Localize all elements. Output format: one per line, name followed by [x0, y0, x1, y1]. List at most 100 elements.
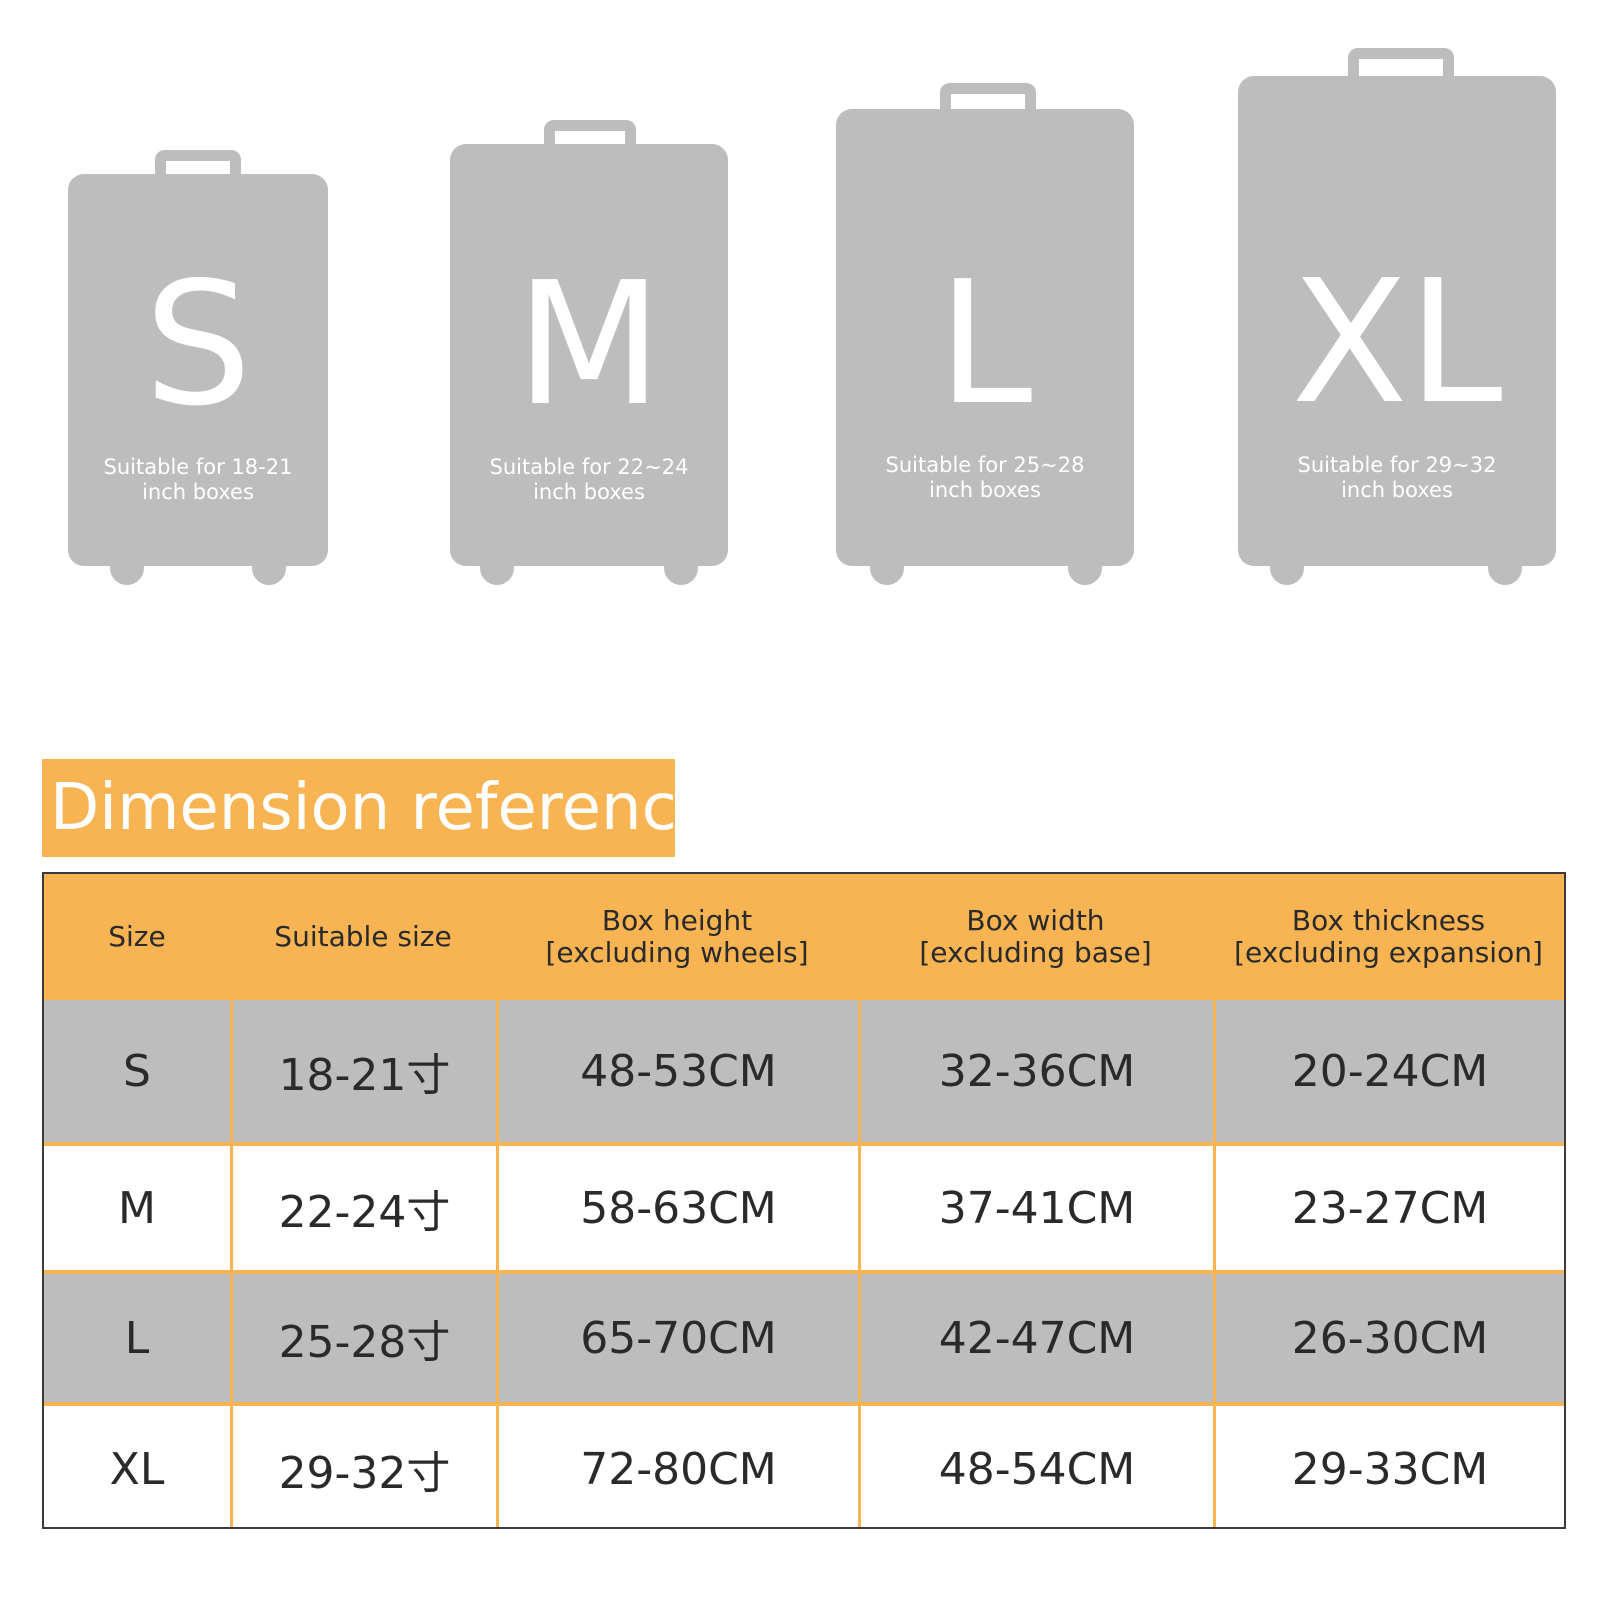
cell-box-height-text: 65-70CM [580, 1312, 777, 1364]
suitcase-wheel-left [110, 563, 144, 585]
suitcase-caption: Suitable for 18-21 inch boxes [68, 455, 328, 505]
cell-box-height: 48-53CM [496, 1000, 858, 1142]
header-label: Box height [excluding wheels] [545, 905, 808, 969]
suitcase-size-letter: M [515, 246, 663, 444]
suitcase-wheel-left [480, 563, 514, 585]
suitcase-caption-line2: inch boxes [929, 478, 1041, 502]
suitcase-wheel-left [1270, 563, 1304, 585]
suitcase-xl: XL Suitable for 29~32 inch boxes [1238, 48, 1556, 585]
suitcase-size-letter: L [937, 245, 1033, 443]
suitcase-body [68, 174, 328, 566]
cell-box-thickness: 29-33CM [1213, 1406, 1564, 1527]
table-row: M 22-24寸 58-63CM 37-41CM 23-27CM [44, 1142, 1564, 1270]
header-label-line2: [excluding expansion] [1234, 936, 1543, 969]
cell-suitable-size: 18-21寸 [230, 1000, 496, 1142]
cell-size-text: S [123, 1045, 151, 1097]
dimension-table: Size Suitable size Box height [excluding… [42, 872, 1566, 1529]
cell-box-height: 65-70CM [496, 1274, 858, 1402]
suitcase-caption-line1: Suitable for 18-21 [103, 455, 293, 479]
suitcase-wheel-right [664, 563, 698, 585]
cell-suitable-size: 25-28寸 [230, 1274, 496, 1402]
suitcase-size-letter: XL [1291, 244, 1503, 442]
header-cell-size: Size [44, 874, 230, 1000]
cell-box-thickness-text: 29-33CM [1291, 1443, 1489, 1495]
suitcase-caption-line1: Suitable for 29~32 [1297, 453, 1497, 477]
cell-size: M [44, 1146, 230, 1270]
cell-box-width-text: 48-54CM [938, 1443, 1136, 1495]
cell-box-thickness-text: 23-27CM [1291, 1182, 1489, 1234]
cell-box-thickness: 20-24CM [1213, 1000, 1564, 1142]
suitcase-caption-line2: inch boxes [142, 480, 254, 504]
suitcase-wheel-right [252, 563, 286, 585]
cell-suitable-size: 29-32寸 [230, 1406, 496, 1527]
cell-box-height-text: 72-80CM [580, 1443, 777, 1495]
header-cell-suitable-size: Suitable size [230, 874, 496, 1000]
header-cell-box-thickness: Box thickness [excluding expansion] [1213, 874, 1564, 1000]
table-row: L 25-28寸 65-70CM 42-47CM 26-30CM [44, 1270, 1564, 1402]
suitcase-wheel-right [1068, 563, 1102, 585]
suitcase-handle [544, 120, 636, 150]
header-label-line1: Suitable size [274, 920, 452, 953]
cell-suitable-size-text: 22-24寸 [278, 1187, 451, 1238]
table-row: S 18-21寸 48-53CM 32-36CM 20-24CM [44, 996, 1564, 1142]
cell-size: XL [44, 1406, 230, 1527]
header-label-line1: Size [108, 920, 166, 953]
header-cell-box-width: Box width [excluding base] [858, 874, 1213, 1000]
suitcase-size-letter: S [144, 246, 252, 444]
suitcase-handle [1348, 48, 1454, 82]
cell-box-height-text: 58-63CM [580, 1182, 777, 1234]
cell-box-thickness-text: 20-24CM [1291, 1045, 1489, 1097]
cell-box-width: 37-41CM [858, 1146, 1213, 1270]
cell-suitable-size-text: 25-28寸 [278, 1317, 451, 1368]
suitcase-l: L Suitable for 25~28 inch boxes [836, 83, 1134, 585]
header-label: Box width [excluding base] [919, 905, 1151, 969]
header-label: Suitable size [274, 921, 451, 953]
cell-suitable-size-text: 29-32寸 [278, 1448, 451, 1499]
cell-box-height: 72-80CM [496, 1406, 858, 1527]
suitcase-handle [155, 150, 241, 178]
table-row: XL 29-32寸 72-80CM 48-54CM 29-33CM [44, 1402, 1564, 1527]
suitcase-body [836, 109, 1134, 566]
suitcase-wheel-right [1488, 563, 1522, 585]
cell-box-thickness-text: 26-30CM [1291, 1312, 1489, 1364]
header-cell-box-height: Box height [excluding wheels] [496, 874, 858, 1000]
dimension-reference-title: Dimension reference [42, 759, 716, 857]
suitcase-s: S Suitable for 18-21 inch boxes [68, 150, 328, 585]
header-label: Box thickness [excluding expansion] [1234, 905, 1543, 969]
table-header-row: Size Suitable size Box height [excluding… [44, 874, 1564, 1000]
header-label-line1: Box height [601, 904, 753, 937]
header-label-line2: [excluding base] [919, 936, 1152, 969]
suitcase-caption: Suitable for 29~32 inch boxes [1238, 453, 1556, 503]
cell-size-text: XL [109, 1443, 165, 1495]
cell-size: S [44, 1000, 230, 1142]
suitcase-caption-line2: inch boxes [533, 480, 645, 504]
cell-box-height-text: 48-53CM [580, 1045, 777, 1097]
suitcase-m: M Suitable for 22~24 inch boxes [450, 120, 728, 585]
suitcase-caption: Suitable for 22~24 inch boxes [450, 455, 728, 505]
cell-box-width: 42-47CM [858, 1274, 1213, 1402]
suitcase-body [1238, 76, 1556, 566]
header-label-line2: [excluding wheels] [545, 936, 809, 969]
cell-box-width-text: 37-41CM [938, 1182, 1136, 1234]
suitcase-body [450, 144, 728, 566]
cell-box-height: 58-63CM [496, 1146, 858, 1270]
suitcase-caption-line2: inch boxes [1341, 478, 1453, 502]
cell-box-width-text: 42-47CM [938, 1312, 1136, 1364]
suitcase-wheel-left [870, 563, 904, 585]
suitcase-caption-line1: Suitable for 25~28 [885, 453, 1085, 477]
header-label-line1: Box width [966, 904, 1105, 937]
cell-size: L [44, 1274, 230, 1402]
cell-box-width: 32-36CM [858, 1000, 1213, 1142]
header-label: Size [108, 921, 165, 953]
suitcase-handle [940, 83, 1036, 115]
cell-box-thickness: 23-27CM [1213, 1146, 1564, 1270]
cell-suitable-size-text: 18-21寸 [278, 1050, 451, 1101]
header-label-line1: Box thickness [1291, 904, 1486, 937]
cell-size-text: L [124, 1312, 150, 1364]
cell-box-width-text: 32-36CM [938, 1045, 1136, 1097]
suitcase-caption-line1: Suitable for 22~24 [489, 455, 689, 479]
cell-size-text: M [118, 1182, 156, 1234]
suitcase-caption: Suitable for 25~28 inch boxes [836, 453, 1134, 503]
cell-suitable-size: 22-24寸 [230, 1146, 496, 1270]
cell-box-thickness: 26-30CM [1213, 1274, 1564, 1402]
